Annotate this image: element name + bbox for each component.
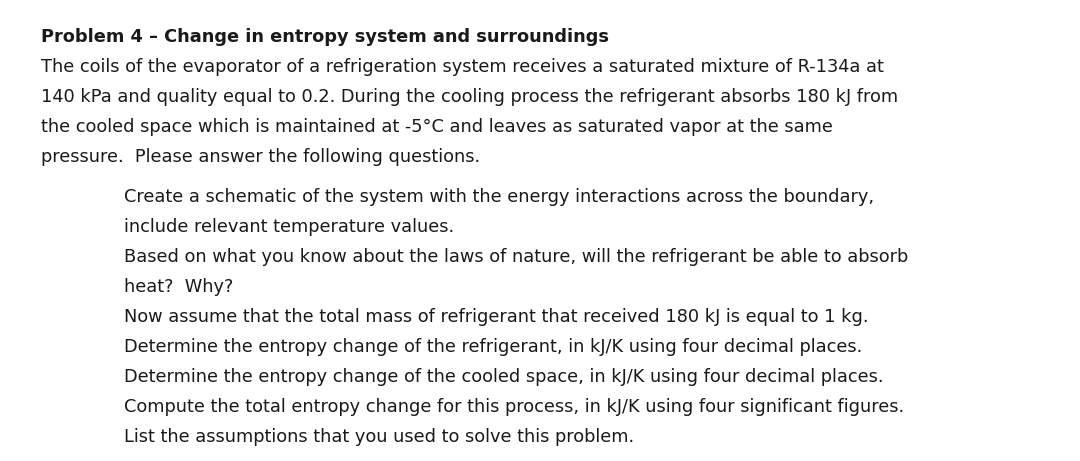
Text: the cooled space which is maintained at -5°C and leaves as saturated vapor at th: the cooled space which is maintained at … <box>41 118 833 136</box>
Text: pressure.  Please answer the following questions.: pressure. Please answer the following qu… <box>41 148 481 166</box>
Text: Based on what you know about the laws of nature, will the refrigerant be able to: Based on what you know about the laws of… <box>124 248 908 266</box>
Text: Problem 4 – Change in entropy system and surroundings: Problem 4 – Change in entropy system and… <box>41 28 609 46</box>
Text: List the assumptions that you used to solve this problem.: List the assumptions that you used to so… <box>124 428 634 446</box>
Text: Create a schematic of the system with the energy interactions across the boundar: Create a schematic of the system with th… <box>124 188 875 206</box>
Text: 140 kPa and quality equal to 0.2. During the cooling process the refrigerant abs: 140 kPa and quality equal to 0.2. During… <box>41 88 899 106</box>
Text: Now assume that the total mass of refrigerant that received 180 kJ is equal to 1: Now assume that the total mass of refrig… <box>124 308 868 326</box>
Text: Determine the entropy change of the refrigerant, in kJ/K using four decimal plac: Determine the entropy change of the refr… <box>124 338 863 356</box>
Text: Determine the entropy change of the cooled space, in kJ/K using four decimal pla: Determine the entropy change of the cool… <box>124 368 883 386</box>
Text: include relevant temperature values.: include relevant temperature values. <box>124 218 455 236</box>
Text: The coils of the evaporator of a refrigeration system receives a saturated mixtu: The coils of the evaporator of a refrige… <box>41 58 883 76</box>
Text: heat?  Why?: heat? Why? <box>124 278 233 296</box>
Text: Compute the total entropy change for this process, in kJ/K using four significan: Compute the total entropy change for thi… <box>124 398 904 416</box>
